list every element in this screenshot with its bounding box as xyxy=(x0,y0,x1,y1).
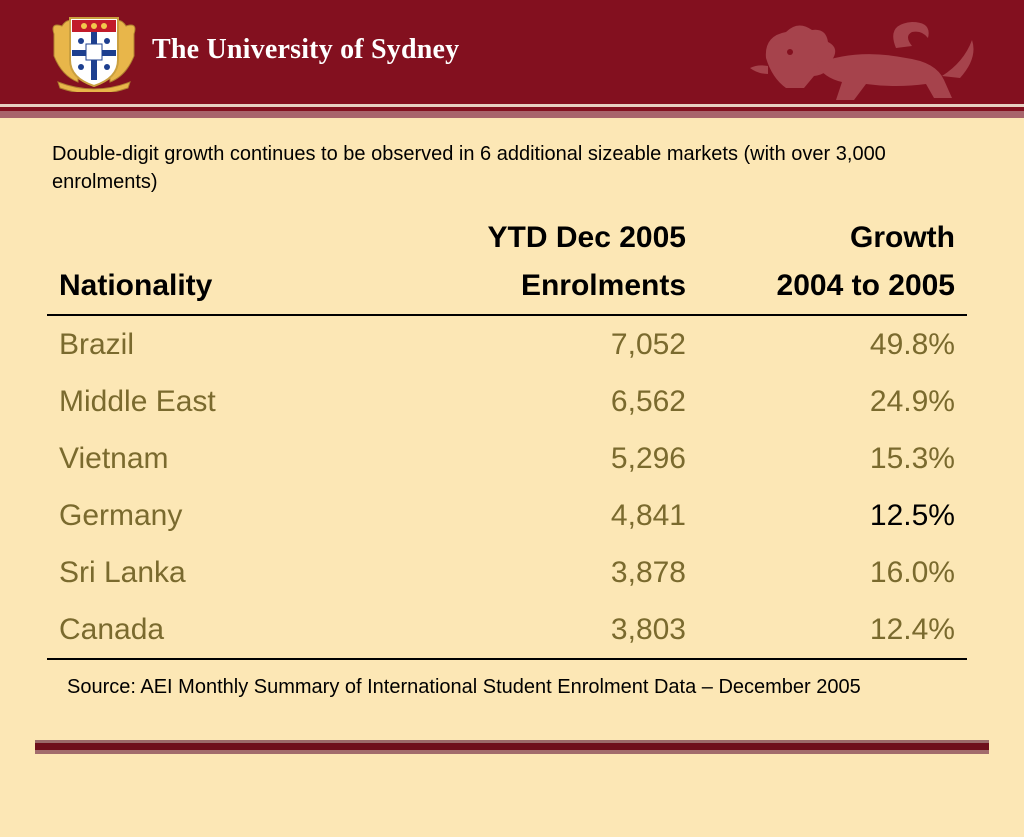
nationality-cell: Middle East xyxy=(59,384,216,418)
brand-title: The University of Sydney xyxy=(152,34,460,65)
table-row: Brazil 7,052 49.8% xyxy=(47,315,967,373)
column-header-line: YTD Dec 2005 xyxy=(487,221,686,254)
growth-cell: 12.5% xyxy=(869,498,955,532)
growth-cell: 16.0% xyxy=(869,555,955,589)
heraldic-lion-icon xyxy=(750,22,974,100)
enrolments-cell: 3,803 xyxy=(610,612,686,646)
intro-text: Double-digit growth continues to be obse… xyxy=(52,143,886,193)
column-header-line: Enrolments xyxy=(520,269,686,302)
column-header-growth: Growth 2004 to 2005 xyxy=(698,214,967,315)
table-row: Germany 4,841 12.5% xyxy=(47,487,967,544)
table-row: Middle East 6,562 24.9% xyxy=(47,373,967,430)
header-band: The University of Sydney xyxy=(0,0,1024,104)
enrolments-cell: 3,878 xyxy=(610,555,686,589)
nationality-cell: Sri Lanka xyxy=(59,555,186,589)
enrolment-table: Nationality YTD Dec 2005 Enrolments Grow… xyxy=(47,214,967,660)
table-header-row: Nationality YTD Dec 2005 Enrolments Grow… xyxy=(47,214,967,315)
header-divider xyxy=(0,104,1024,118)
nationality-cell: Germany xyxy=(59,498,183,532)
table-row: Canada 3,803 12.4% xyxy=(47,601,967,659)
table-row: Vietnam 5,296 15.3% xyxy=(47,430,967,487)
nationality-cell: Canada xyxy=(59,612,165,646)
enrolments-cell: 7,052 xyxy=(610,327,686,361)
growth-cell: 12.4% xyxy=(869,612,955,646)
enrolments-cell: 6,562 xyxy=(610,384,686,418)
university-crest-icon xyxy=(52,17,136,92)
enrolments-cell: 4,841 xyxy=(610,498,686,532)
growth-cell: 24.9% xyxy=(869,384,955,418)
footer-bar xyxy=(35,740,989,754)
source-note: Source: AEI Monthly Summary of Internati… xyxy=(67,676,861,698)
growth-cell: 15.3% xyxy=(869,441,955,475)
column-header-line: 2004 to 2005 xyxy=(776,269,955,302)
column-header-enrolments: YTD Dec 2005 Enrolments xyxy=(333,214,698,315)
growth-cell: 49.8% xyxy=(869,327,955,361)
nationality-cell: Vietnam xyxy=(59,441,169,475)
nationality-cell: Brazil xyxy=(59,327,135,361)
column-header-line: Nationality xyxy=(59,269,213,302)
column-header-nationality: Nationality xyxy=(47,214,333,315)
column-header-line: Growth xyxy=(850,221,955,254)
table-row: Sri Lanka 3,878 16.0% xyxy=(47,544,967,601)
enrolments-cell: 5,296 xyxy=(610,441,686,475)
